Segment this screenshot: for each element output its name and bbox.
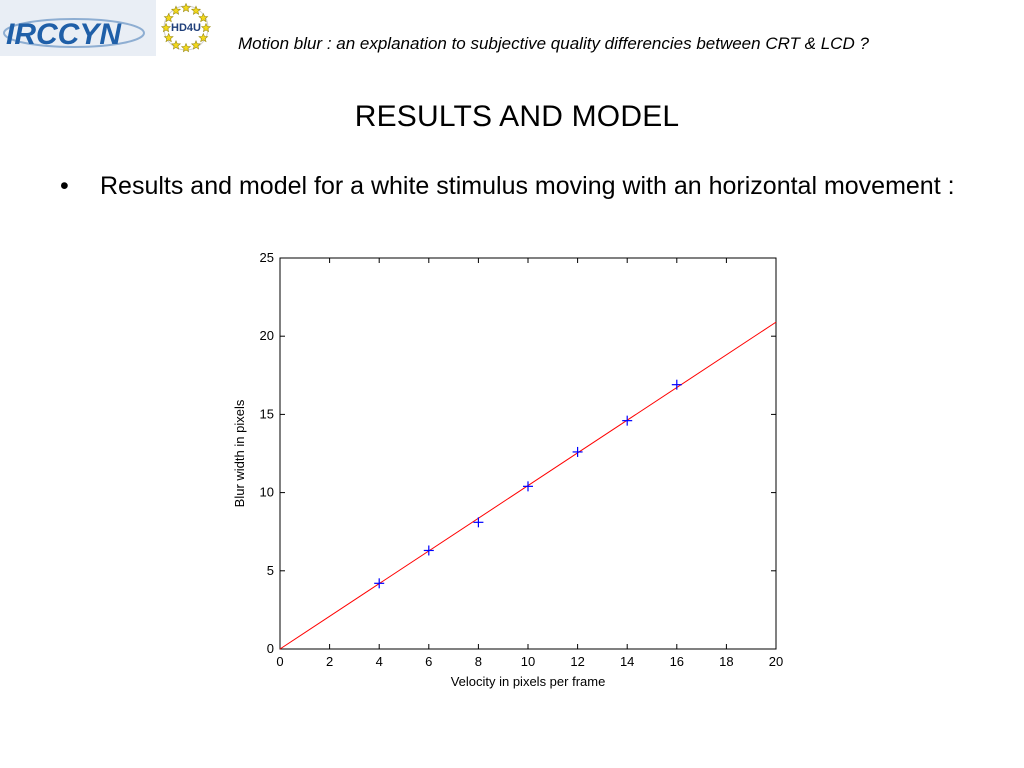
y-tick-label: 5: [267, 563, 274, 578]
y-tick-label: 15: [260, 406, 274, 421]
x-tick-label: 12: [570, 654, 584, 669]
logo-star: [170, 40, 182, 50]
logo-text: IRCCYN: [6, 18, 122, 51]
y-tick-label: 25: [260, 250, 274, 265]
bullet-dot-icon: •: [60, 172, 69, 200]
data-point: [374, 578, 385, 589]
bullet-text: Results and model for a white stimulus m…: [100, 172, 955, 200]
slide-title: RESULTS AND MODEL: [354, 100, 680, 133]
logo-star: [198, 32, 209, 43]
blur-width-chart: 0 2 4 6 8 10 12 14 16 18 20 0 5 10 15 20 25 Velocity in…: [232, 250, 783, 689]
plot-frame: [279, 257, 777, 650]
logo-badge: HD4U: [171, 22, 201, 34]
y-axis-label: Blur width in pixels: [232, 399, 247, 507]
logo-star: [200, 22, 212, 33]
data-point: [622, 415, 633, 426]
x-tick-label: 10: [521, 654, 535, 669]
data-point: [671, 379, 682, 390]
x-tick-label: 4: [376, 654, 383, 669]
data-point: [423, 545, 434, 556]
logo-star: [190, 40, 202, 50]
y-tick-label: 10: [260, 485, 274, 500]
x-tick-label: 20: [769, 654, 783, 669]
measured-points: [374, 379, 682, 589]
x-axis: 0 2 4 6 8 10 12 14 16 18 20: [276, 258, 783, 669]
x-tick-label: 14: [620, 654, 634, 669]
x-tick-label: 18: [719, 654, 733, 669]
star-circle-icon: [160, 2, 212, 53]
x-tick-label: 2: [326, 654, 333, 669]
data-point: [572, 446, 583, 457]
logo-star: [180, 42, 192, 53]
logo-star: [163, 32, 174, 43]
header-subtitle: Motion blur : an explanation to subjecti…: [238, 34, 869, 53]
logo-star: [190, 5, 202, 15]
logo-star: [163, 12, 174, 23]
logo-star: [180, 2, 192, 13]
y-tick-label: 20: [260, 328, 274, 343]
x-tick-label: 8: [475, 654, 482, 669]
x-tick-label: 0: [276, 654, 283, 669]
y-tick-label: 0: [267, 641, 274, 656]
x-tick-label: 16: [670, 654, 684, 669]
x-tick-label: 6: [425, 654, 432, 669]
data-point: [473, 517, 484, 528]
logo-star: [160, 22, 172, 33]
x-axis-label: Velocity in pixels per frame: [451, 674, 606, 689]
data-point: [523, 481, 533, 492]
logo-star: [198, 12, 209, 23]
logo-star: [170, 5, 182, 15]
irccyn-logo: IRCCYN HD4U: [0, 0, 220, 64]
